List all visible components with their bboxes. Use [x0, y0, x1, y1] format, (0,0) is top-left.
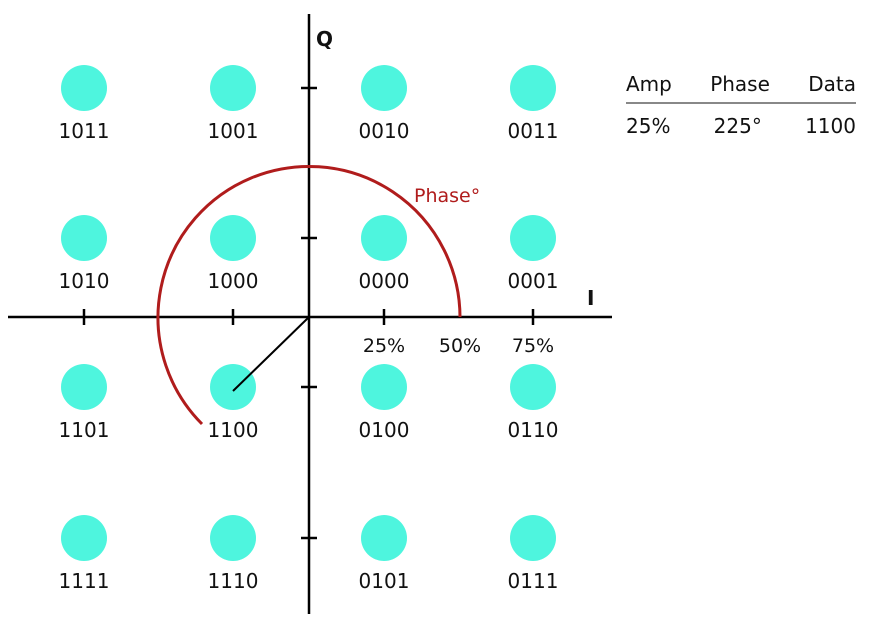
symbol-dot	[510, 515, 556, 561]
symbol-dot	[210, 515, 256, 561]
symbol-label: 0000	[359, 269, 410, 293]
tick-label-25: 25%	[363, 335, 405, 357]
symbol-dot	[210, 364, 256, 410]
symbol-dot	[510, 215, 556, 261]
info-table-values: 25% 225° 1100	[626, 114, 856, 138]
symbol-dot	[510, 65, 556, 111]
symbol-label: 1101	[59, 418, 110, 442]
symbol-dot	[210, 215, 256, 261]
symbol-dot	[361, 515, 407, 561]
symbol-0001: 0001	[508, 215, 559, 293]
symbol-1000: 1000	[208, 215, 259, 293]
symbol-1111: 1111	[59, 515, 110, 593]
symbol-1100: 1100	[208, 364, 259, 442]
symbol-dot	[61, 65, 107, 111]
symbol-0011: 0011	[508, 65, 559, 143]
header-phase: Phase	[710, 72, 770, 96]
amplitude-vector	[232, 316, 310, 392]
q-axis-label: Q	[316, 27, 333, 51]
symbol-label: 1000	[208, 269, 259, 293]
symbol-label: 1011	[59, 119, 110, 143]
symbol-dot	[510, 364, 556, 410]
constellation-symbols: 1011 1001 0010 0011 1010 1000 0000 0001 1101 1100…	[59, 65, 559, 593]
value-phase: 225°	[713, 114, 762, 138]
symbol-label: 0001	[508, 269, 559, 293]
symbol-0101: 0101	[359, 515, 410, 593]
symbol-dot	[361, 364, 407, 410]
symbol-label: 1001	[208, 119, 259, 143]
i-axis-label: I	[587, 286, 594, 310]
symbol-1101: 1101	[59, 364, 110, 442]
symbol-1110: 1110	[208, 515, 259, 593]
symbol-dot	[61, 364, 107, 410]
symbol-label: 1110	[208, 569, 259, 593]
symbol-0110: 0110	[508, 364, 559, 442]
value-data: 1100	[805, 114, 856, 138]
symbol-label: 1100	[208, 418, 259, 442]
symbol-label: 0101	[359, 569, 410, 593]
symbol-label: 1010	[59, 269, 110, 293]
value-amp: 25%	[626, 114, 671, 138]
symbol-0010: 0010	[359, 65, 410, 143]
symbol-label: 0010	[359, 119, 410, 143]
header-data: Data	[808, 72, 856, 96]
info-table-header: Amp Phase Data	[626, 72, 856, 104]
tick-label-75: 75%	[512, 335, 554, 357]
symbol-0100: 0100	[359, 364, 410, 442]
symbol-label: 0111	[508, 569, 559, 593]
symbol-1011: 1011	[59, 65, 110, 143]
symbol-dot	[210, 65, 256, 111]
symbol-dot	[61, 215, 107, 261]
info-table: Amp Phase Data 25% 225° 1100	[626, 72, 856, 138]
symbol-dot	[61, 515, 107, 561]
symbol-dot	[361, 215, 407, 261]
symbol-label: 0100	[359, 418, 410, 442]
header-amp: Amp	[626, 72, 672, 96]
symbol-label: 1111	[59, 569, 110, 593]
phase-label: Phase°	[414, 185, 480, 207]
tick-label-50: 50%	[439, 335, 481, 357]
symbol-0111: 0111	[508, 515, 559, 593]
symbol-label: 0110	[508, 418, 559, 442]
symbol-1001: 1001	[208, 65, 259, 143]
axis-ticks	[82, 86, 535, 540]
symbol-label: 0011	[508, 119, 559, 143]
symbol-dot	[361, 65, 407, 111]
symbol-0000: 0000	[359, 215, 410, 293]
phase-arc	[156, 164, 462, 426]
symbol-1010: 1010	[59, 215, 110, 293]
